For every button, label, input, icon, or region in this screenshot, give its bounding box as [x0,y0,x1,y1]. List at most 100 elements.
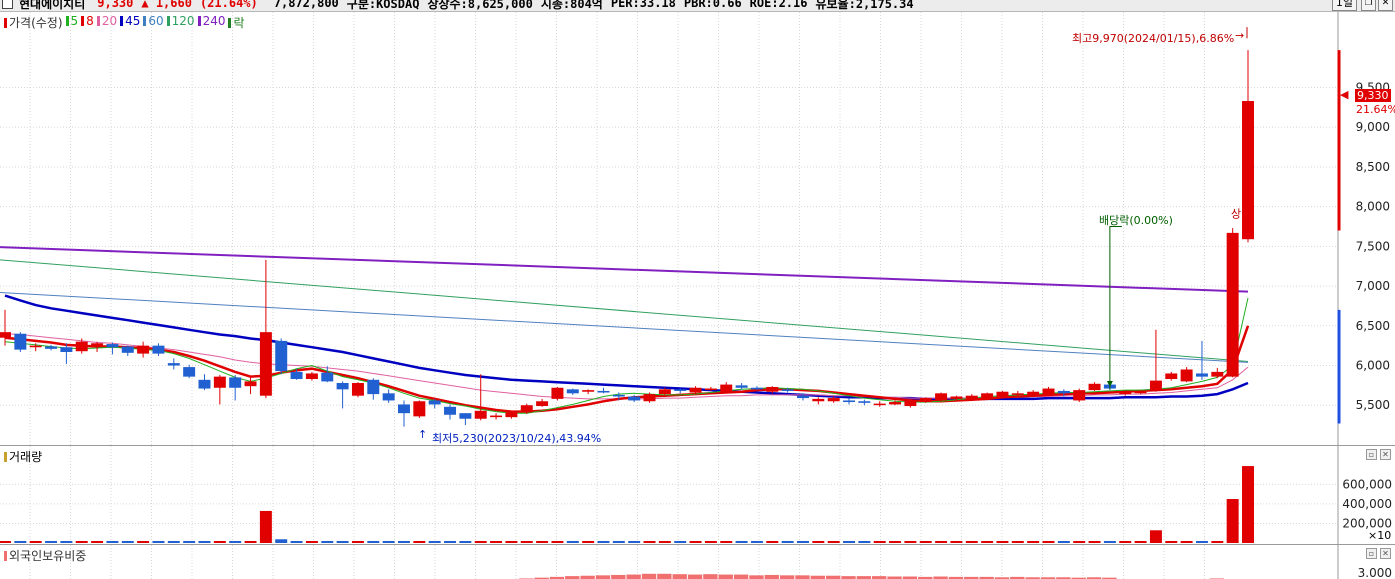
volume-bar [858,541,871,543]
candle-body [1073,390,1086,401]
volume-pane[interactable]: 600,000 400,000 200,000 거래량 ▫ ✕ ×10 [0,446,1395,545]
legend-item[interactable]: 120 [166,14,195,31]
legend-item[interactable]: 8 [81,14,94,31]
foreign-ownership-pane[interactable]: 3.000 외국인보유비중 ▫ ✕ [0,545,1395,579]
volume-bar [1027,541,1040,543]
ma-120-line [0,259,1249,363]
legend-swatch [120,16,124,26]
foreign-bar [1102,577,1117,579]
candle-body [398,404,410,414]
price-chart-pane[interactable]: 9,500 9,000 8,500 8,000 7,500 7,000 6,500 6,000… [0,12,1395,446]
candle-body [643,394,656,402]
volume-bar [321,541,334,543]
foreign-bar [1010,576,1025,579]
legend-item[interactable]: 락 [228,14,245,31]
volume-bar [1011,541,1024,543]
candle-body [167,363,180,366]
candle-body [1011,393,1024,395]
pbr-value: PBR:0.66 [683,0,742,10]
foreign-bar [825,575,841,579]
foreign-legend: 외국인보유비중 [4,547,86,564]
market-cap: 시총:804억 [540,0,603,11]
volume-bar [965,541,978,543]
candle-body [889,402,902,405]
period-selector[interactable]: 1일 [1331,0,1357,11]
legend-item[interactable]: 45 [120,14,140,31]
volume-close-icon[interactable]: ✕ [1380,449,1391,460]
volume-bar [796,541,809,543]
volume-bar [413,541,426,543]
foreign-bar [1040,577,1056,579]
legend-label: 20 [101,14,118,28]
foreign-bar [565,576,580,579]
candle-body [121,346,134,353]
volume-minimize-icon[interactable]: ▫ [1366,449,1377,460]
candle-body [213,376,226,388]
close-icon[interactable]: ✕ [1378,0,1393,11]
volume-bar [29,541,42,543]
candle-body [444,406,457,415]
price-change-pct: (21.64%) [199,0,258,10]
volume-bar [1088,541,1101,543]
candle-body [1242,101,1254,240]
candle-body [582,390,595,392]
volume-pane-buttons: ▫ ✕ [1366,449,1391,460]
volume-bar [490,541,503,543]
low-annotation: 최저5,230(2023/10/24),43.94% [432,432,602,445]
foreign-minimize-icon[interactable]: ▫ [1366,548,1377,559]
foreign-bar [580,575,595,579]
volume-legend-swatch [4,452,7,462]
volume-chart[interactable]: 600,000 400,000 200,000 [0,446,1395,544]
foreign-bar [549,576,565,579]
foreign-bar [749,575,764,579]
candle-body [29,345,42,348]
legend-item[interactable]: 가격(수정) [4,14,63,31]
legend-label: 240 [202,14,226,28]
volume-bar [275,539,288,543]
candle-body [520,405,533,413]
legend-item[interactable]: 5 [65,14,79,31]
foreign-bar [626,574,641,579]
stock-select-icon[interactable] [2,0,13,9]
legend-item[interactable]: 240 [197,14,226,31]
volume-bar [106,541,119,543]
candle-body [1226,232,1239,377]
volume-bar [0,541,11,543]
foreign-bar [872,576,887,579]
volume-bar [704,541,717,543]
volume-bar [1211,541,1224,543]
volume-bar [628,541,641,543]
restore-icon[interactable]: ❐ [1361,0,1376,11]
current-pct-tag: 21.64% [1356,103,1395,116]
price-chart[interactable]: 9,5009,0008,5008,0007,5007,0006,5006,000… [0,12,1395,445]
ma-8-line [4,325,1250,413]
stock-name[interactable]: 현대에이치티 [19,0,86,11]
volume-bar [1242,466,1254,543]
volume-bar [582,541,595,543]
candle-body [1165,373,1178,380]
volume-bar [213,541,226,543]
candle-body [689,387,702,393]
legend-label: 5 [70,14,79,28]
candle-body [781,389,794,391]
candle-body [244,381,257,387]
vol-y-tick-label: 600,000 [1342,477,1392,491]
ma-5-line [4,297,1249,414]
foreign-ownership-chart[interactable]: 3.000 [0,545,1395,579]
foreign-bar [687,574,703,579]
volume-bar [597,541,610,543]
foreign-bar [948,576,964,579]
volume-unit-label: ×10 [1368,529,1392,542]
legend-item[interactable]: 20 [96,14,118,31]
legend-item[interactable]: 60 [143,14,164,31]
foreign-close-icon[interactable]: ✕ [1380,548,1391,559]
high-annotation: 최고9,970(2024/01/15),6.86% [1072,32,1235,45]
foreign-bar [795,575,810,579]
volume-bar [612,541,625,543]
legend-swatch [166,16,170,26]
volume-bar [1134,541,1147,543]
ma-240-line [0,246,1249,293]
foreign-bar [1025,577,1040,579]
candle-body [981,393,994,399]
candle-body [275,340,288,372]
